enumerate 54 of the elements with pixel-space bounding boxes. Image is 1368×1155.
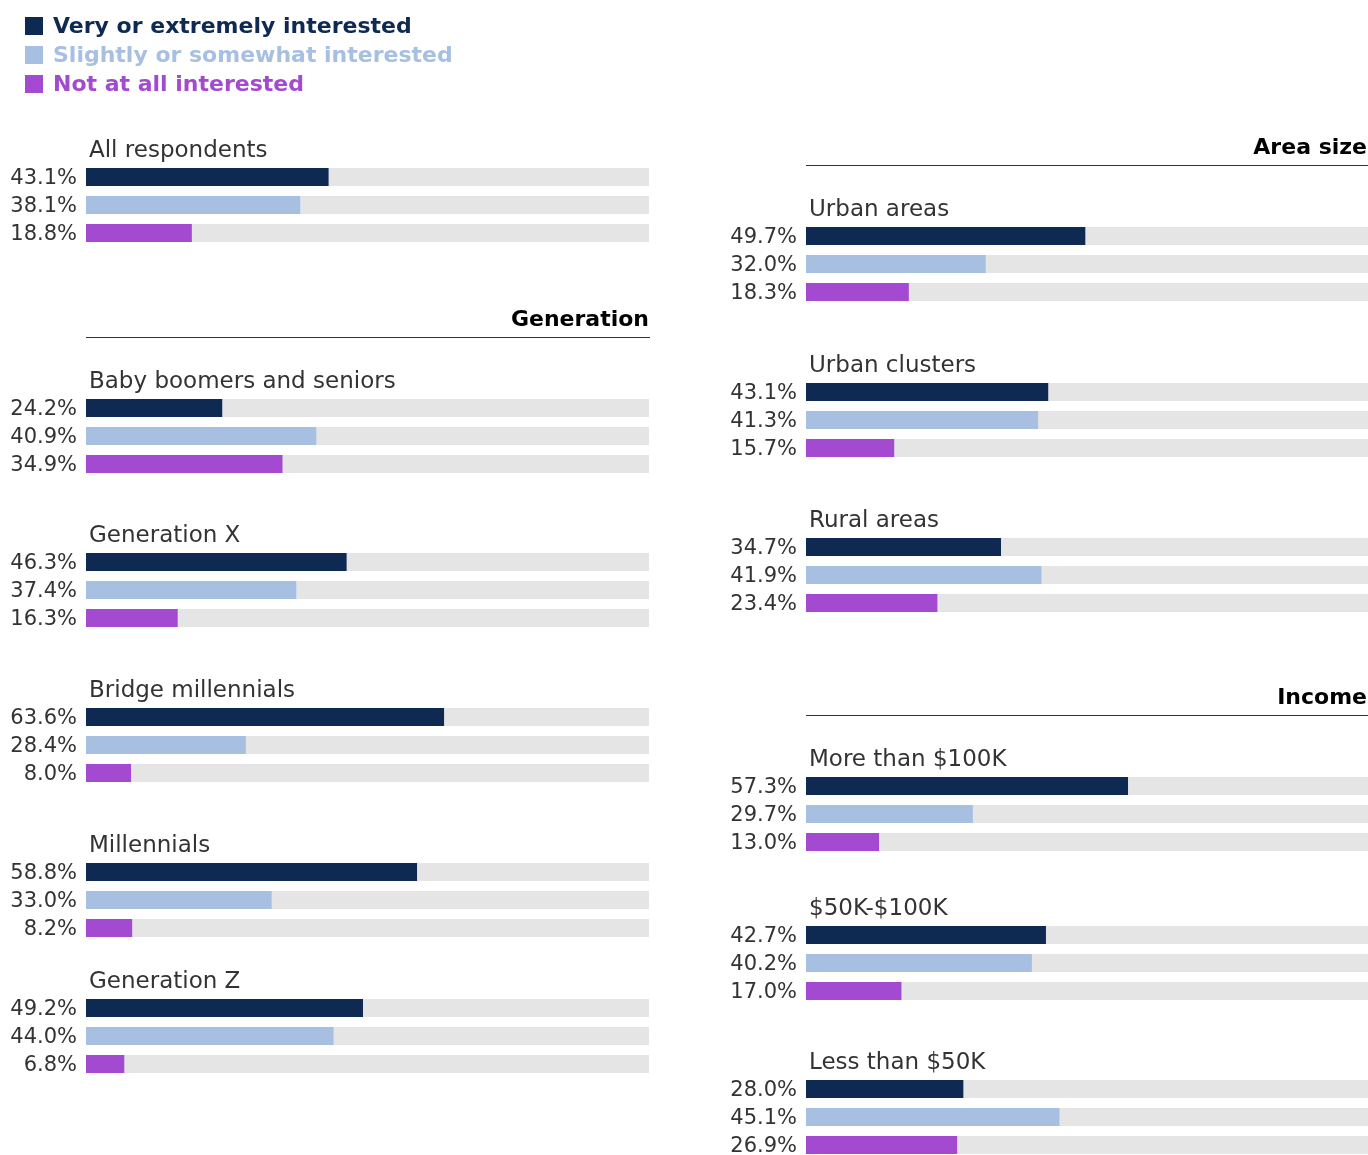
- data-label: 42.7%: [730, 923, 797, 947]
- chart-title: All respondents: [89, 135, 268, 162]
- data-label: 40.9%: [10, 424, 77, 448]
- chart-subtitle: Area size: [1253, 133, 1368, 159]
- data-label: 41.3%: [730, 408, 797, 432]
- data-label: 40.2%: [730, 951, 797, 975]
- data-label: 49.2%: [10, 996, 77, 1020]
- data-label: 8.0%: [23, 761, 77, 785]
- text: Not at all interested: [53, 71, 305, 97]
- data-label: 29.7%: [730, 802, 797, 826]
- data-label: 32.0%: [730, 252, 797, 276]
- data-label: 49.7%: [730, 224, 797, 248]
- data-label: 43.1%: [730, 380, 797, 404]
- data-label: 57.3%: [730, 774, 797, 798]
- data-label: 38.1%: [10, 193, 77, 217]
- data-label: 58.8%: [10, 860, 77, 884]
- data-label: 26.9%: [730, 1133, 797, 1155]
- chart-title: Urban clusters: [809, 350, 977, 377]
- chart-title: Millennials: [89, 830, 211, 857]
- data-label: 13.0%: [730, 830, 797, 854]
- chart-title: Rural areas: [809, 505, 940, 532]
- data-label: 45.1%: [730, 1105, 797, 1129]
- data-label: 28.0%: [730, 1077, 797, 1101]
- chart-title: Generation Z: [89, 966, 241, 993]
- data-label: 37.4%: [10, 578, 77, 602]
- data-label: 18.3%: [730, 280, 797, 304]
- data-label: 6.8%: [23, 1052, 77, 1076]
- data-label: 28.4%: [10, 733, 77, 757]
- data-label: 24.2%: [10, 396, 77, 420]
- chart-title: $50K-$100K: [809, 893, 949, 920]
- data-label: 34.9%: [10, 452, 77, 476]
- chart-title: Generation X: [89, 520, 241, 547]
- data-label: 43.1%: [10, 165, 77, 189]
- data-label: 17.0%: [730, 979, 797, 1003]
- text: Slightly or somewhat interested: [53, 42, 453, 68]
- data-label: 44.0%: [10, 1024, 77, 1048]
- data-label: 8.2%: [23, 916, 77, 940]
- chart-title: Baby boomers and seniors: [89, 366, 396, 393]
- chart-title: Less than $50K: [809, 1047, 987, 1074]
- chart-subtitle: Income: [1277, 683, 1368, 709]
- data-label: 46.3%: [10, 550, 77, 574]
- chart-title: Bridge millennials: [89, 675, 296, 702]
- data-label: 15.7%: [730, 436, 797, 460]
- data-label: 33.0%: [10, 888, 77, 912]
- chart-subtitle: Generation: [510, 305, 649, 331]
- text: Very or extremely interested: [53, 13, 412, 39]
- data-label: 18.8%: [10, 221, 77, 245]
- chart-title: More than $100K: [809, 744, 1008, 771]
- data-label: 34.7%: [730, 535, 797, 559]
- data-label: 16.3%: [10, 606, 77, 630]
- data-label: 63.6%: [10, 705, 77, 729]
- data-label: 23.4%: [730, 591, 797, 615]
- data-label: 41.9%: [730, 563, 797, 587]
- chart-title: Urban areas: [809, 194, 950, 221]
